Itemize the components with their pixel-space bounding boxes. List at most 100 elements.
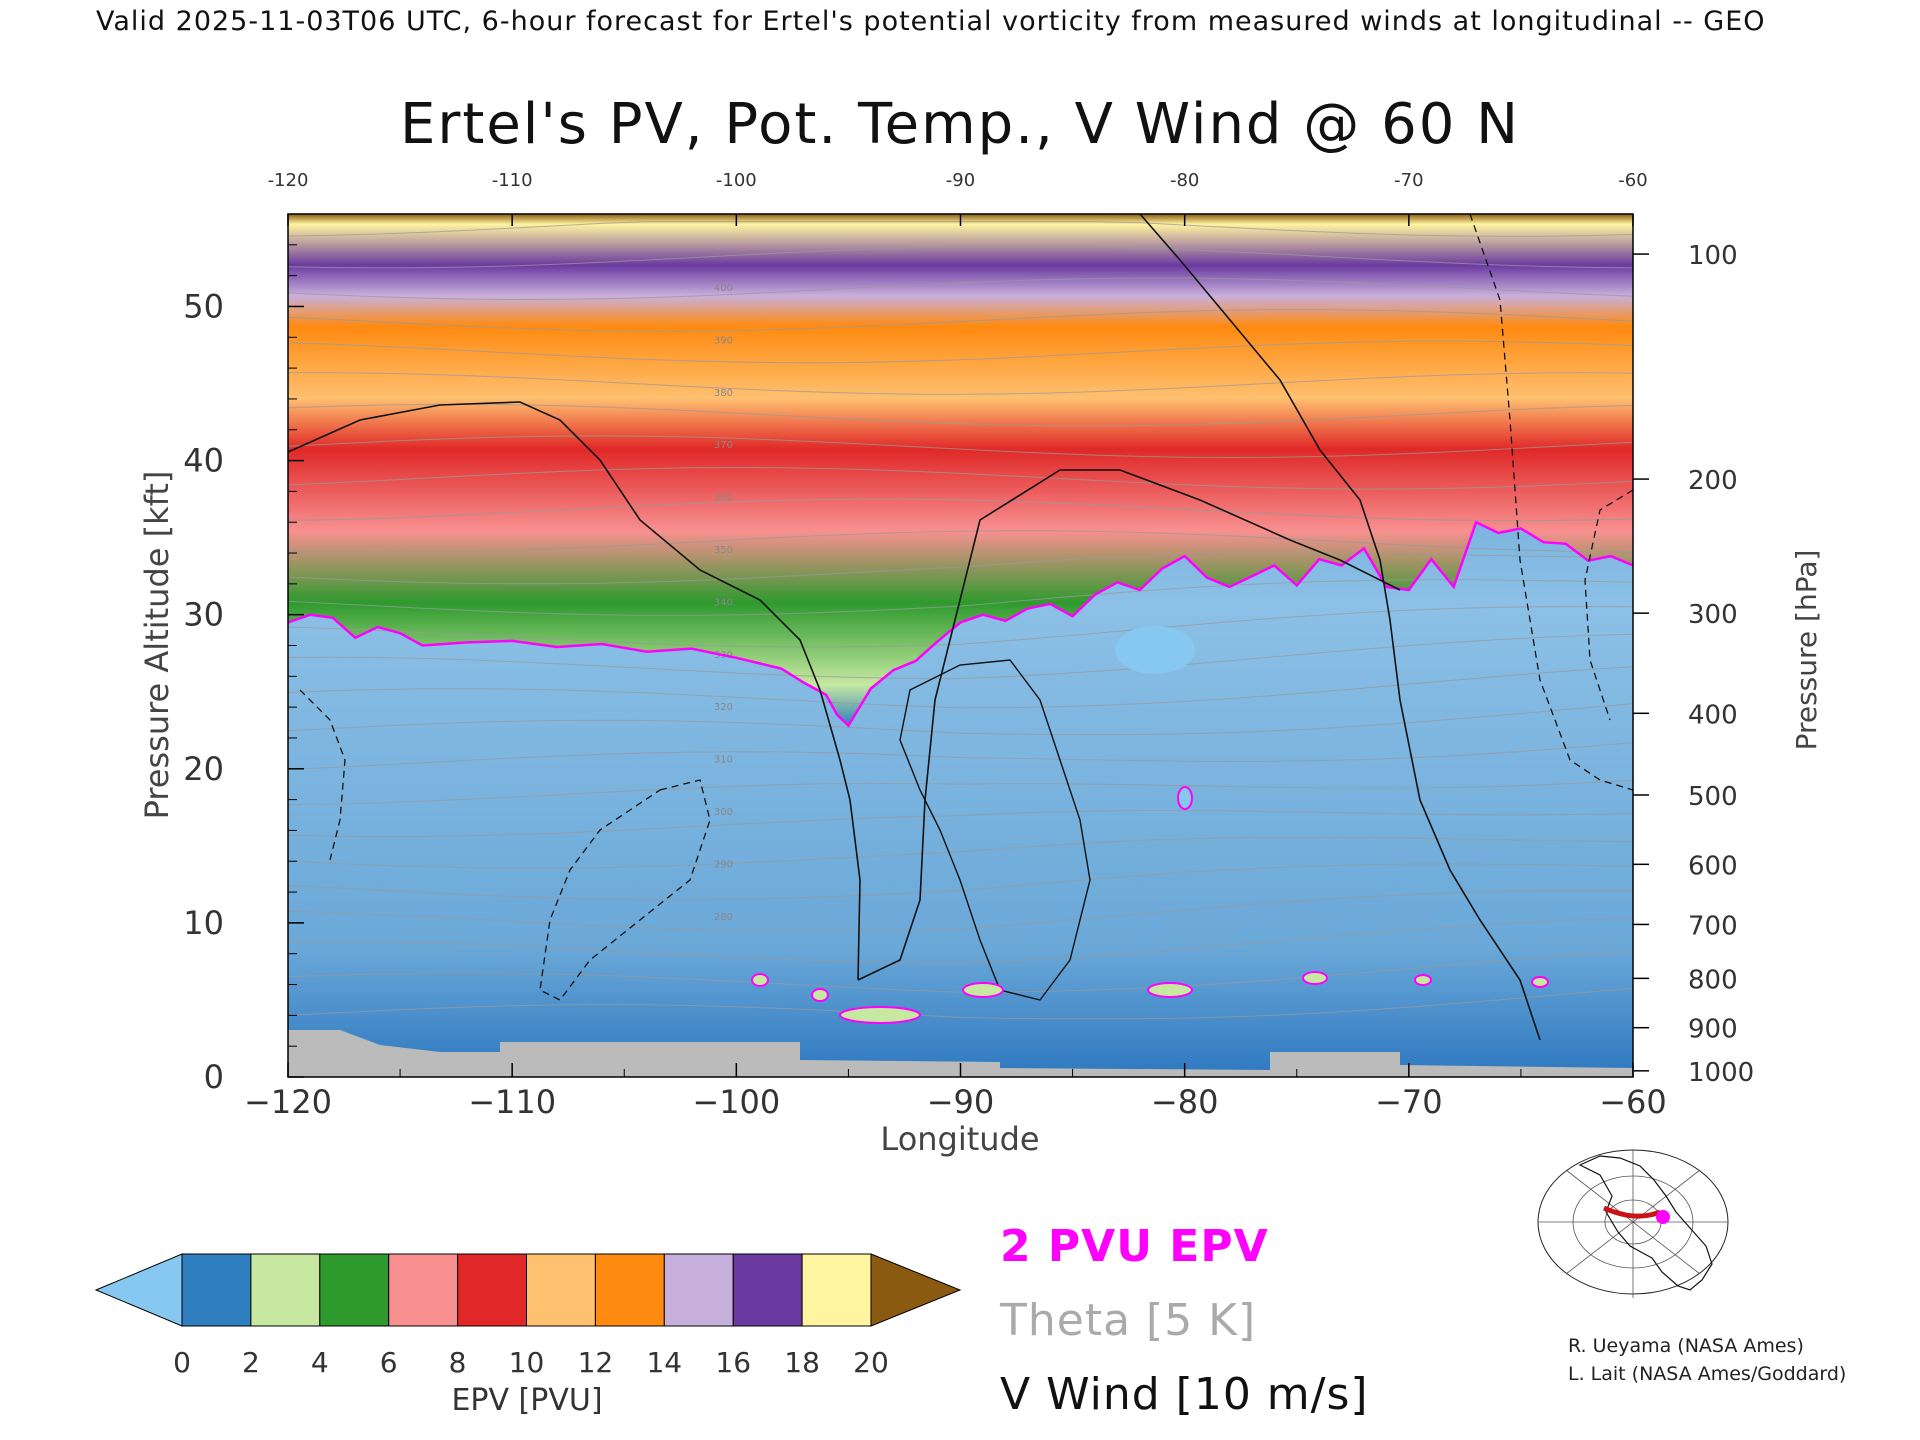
colorbar-tick-label: 16: [715, 1346, 751, 1379]
colorbar-tick-label: 12: [578, 1346, 614, 1379]
colorbar-tick-label: 18: [784, 1346, 820, 1379]
colorbar-segment: [663, 1253, 734, 1327]
x-axis-top: -120 -110 -100 -90 -80 -70 -60: [268, 170, 1648, 226]
credits: R. Ueyama (NASA Ames) L. Lait (NASA Ames…: [1568, 1332, 1846, 1388]
colorbar-segment: [457, 1253, 528, 1327]
pressure-tick-label: 1000: [1688, 1058, 1754, 1088]
x-tick-label-bottom: −80: [1151, 1083, 1219, 1121]
x-tick-label-top: -90: [946, 170, 975, 191]
theta-label: 350: [714, 545, 733, 556]
y-tick-label-left: 10: [183, 904, 224, 942]
credit-line-2: L. Lait (NASA Ames/Goddard): [1568, 1363, 1847, 1385]
vwind-contour-neg-west: [299, 689, 346, 861]
vwind-contour-neg-east: [1469, 214, 1633, 791]
x-tick-label-top: -70: [1394, 170, 1423, 191]
theta-contour: [288, 703, 1633, 736]
colorbar-tick-label: 10: [509, 1346, 545, 1379]
colorbar-segment: [732, 1253, 803, 1327]
pressure-tick-label: 100: [1688, 241, 1738, 271]
theta-contour: [288, 277, 1633, 301]
theta-label: 370: [714, 440, 733, 451]
vwind-contour-loop: [899, 659, 1091, 1001]
legend-two-pvu: 2 PVU EPV: [1000, 1221, 1269, 1272]
x-tick-label-bottom: −120: [244, 1083, 332, 1121]
theta-label: 400: [714, 283, 733, 294]
legend-theta: Theta [5 K]: [1000, 1295, 1257, 1346]
y-axis-right: 100 200 300 400 500 600 700 800 900 1000: [1633, 241, 1754, 1088]
theta-contour: [288, 435, 1633, 459]
colorbar-segment: [388, 1253, 459, 1327]
x-tick-label-top: -120: [268, 170, 309, 191]
vwind-contour-zero-west: [288, 401, 861, 981]
colorbar-tick-label: 14: [646, 1346, 682, 1379]
theta-contour: [288, 340, 1633, 364]
y-axis-label-left: Pressure Altitude [kft]: [138, 471, 176, 820]
colorbar-segment: [594, 1253, 665, 1327]
location-marker: [1656, 1210, 1670, 1224]
colorbar-segment: [181, 1253, 252, 1327]
stratosphere-fill: [288, 214, 1633, 726]
theta-label: 280: [714, 912, 733, 923]
x-tick-label-bottom: −60: [1599, 1083, 1667, 1121]
x-tick-label-bottom: −90: [927, 1083, 995, 1121]
theta-contour: [288, 466, 1633, 490]
continent-outline: [1578, 1155, 1713, 1291]
colorbar-segment: [319, 1253, 390, 1327]
colorbar-over-arrow: [870, 1253, 962, 1327]
pressure-tick-label: 400: [1688, 700, 1738, 730]
x-tick-label-top: -80: [1170, 170, 1199, 191]
chart-title: Ertel's PV, Pot. Temp., V Wind @ 60 N: [400, 92, 1520, 157]
theta-label: 390: [714, 335, 733, 346]
theta-contour: [288, 530, 1633, 553]
two-pvu-contour: [288, 520, 1633, 728]
y-tick-label-left: 30: [183, 596, 224, 634]
colorbar-segment: [250, 1253, 321, 1327]
colorbar-tick-label: 8: [449, 1346, 467, 1379]
theta-label: 290: [714, 859, 733, 870]
terrain-mask: [288, 1030, 1633, 1077]
x-tick-label-bottom: −110: [468, 1083, 556, 1121]
y-tick-label-left: 20: [183, 750, 224, 788]
theta-contour: [288, 552, 1633, 585]
theta-contour: [288, 498, 1633, 522]
y-tick-label-left: 40: [183, 442, 224, 480]
theta-contour: [288, 666, 1633, 709]
valid-header: Valid 2025-11-03T06 UTC, 6-hour forecast…: [96, 6, 1766, 37]
theta-contour: [288, 863, 1633, 901]
x-tick-label-top: -60: [1618, 170, 1647, 191]
epv-colorbar: 0 2 4 6 8 10 12 14 16 18 20: [94, 1253, 962, 1379]
vwind-contour-ten: [857, 469, 1401, 981]
legend-v-wind: V Wind [10 m/s]: [1000, 1369, 1369, 1420]
colorbar-segment: [801, 1253, 872, 1327]
y-axis-left: 0 10 20 30 40 50: [183, 244, 304, 1096]
pressure-tick-label: 500: [1688, 782, 1738, 812]
pressure-tick-label: 700: [1688, 911, 1738, 941]
colorbar-tick-label: 6: [380, 1346, 398, 1379]
colorbar-tick-label: 20: [853, 1346, 889, 1379]
pressure-tick-label: 200: [1688, 466, 1738, 496]
colorbar-segment: [526, 1253, 596, 1327]
theta-contour: [288, 742, 1633, 770]
theta-contour: [288, 372, 1633, 395]
pressure-tick-label: 600: [1688, 851, 1738, 881]
theta-contour: [288, 950, 1633, 993]
colorbar-tick-label: 0: [173, 1346, 191, 1379]
vwind-contour-neg-center: [539, 779, 711, 1001]
low-level-pv-blobs: [751, 626, 1549, 1024]
theta-contour: [288, 779, 1633, 806]
vwind-contour-neg-far-east: [1584, 489, 1633, 721]
locator-map: [1536, 1149, 1730, 1298]
theta-label: 300: [714, 807, 733, 818]
x-axis-bottom: −120 −110 −100 −90 −80 −70 −60: [244, 1063, 1667, 1121]
colorbar-label: EPV [PVU]: [451, 1383, 602, 1418]
theta-contour: [288, 403, 1633, 427]
theta-contour: [288, 245, 1633, 269]
theta-label: 310: [714, 755, 733, 766]
theta-label: 360: [714, 493, 733, 504]
x-tick-label-top: -100: [716, 170, 757, 191]
theta-contour: [288, 810, 1633, 838]
theta-contour: [288, 836, 1633, 869]
x-axis-label: Longitude: [880, 1120, 1039, 1158]
x-tick-label-top: -110: [492, 170, 533, 191]
